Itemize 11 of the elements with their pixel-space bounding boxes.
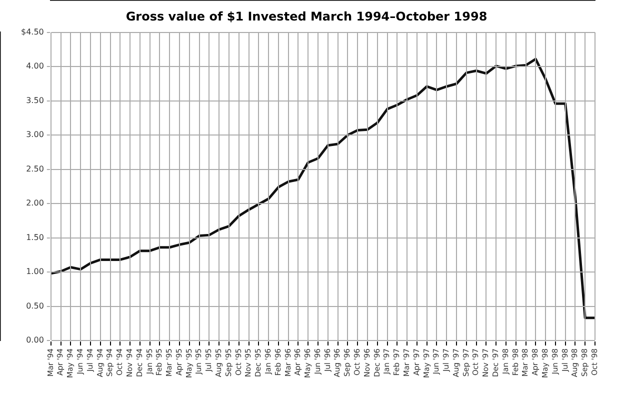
- y-tick-label: 4.00: [26, 62, 44, 71]
- y-tick-label: 2.50: [26, 164, 44, 174]
- y-tick-label: 2.00: [26, 198, 44, 208]
- y-tick-label: 3.50: [26, 96, 44, 105]
- y-tick-label: 1.50: [26, 232, 44, 242]
- y-tick-label: 0.00: [26, 336, 44, 345]
- y-tick-label: $4.50: [20, 27, 44, 36]
- y-tick-label: 3.00: [26, 130, 44, 140]
- y-tick-label: 1.00: [26, 267, 44, 276]
- chart-title: Gross value of $1 Invested March 1994–October 1998: [126, 9, 488, 24]
- y-tick-label: 0.50: [26, 301, 44, 310]
